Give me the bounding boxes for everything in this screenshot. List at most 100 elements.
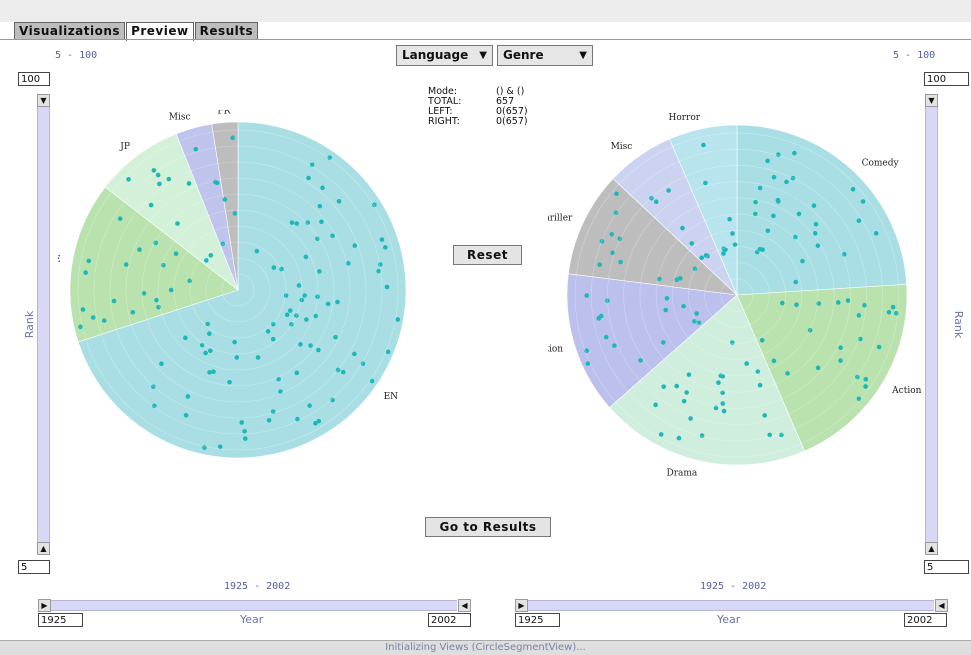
left-year-from-field[interactable]: 1925 <box>38 613 83 627</box>
left-year-right-arrow-icon[interactable]: ▶ <box>38 599 51 612</box>
genre-point <box>785 371 790 376</box>
right-rank-min-field[interactable]: 5 <box>924 560 969 574</box>
genre-point <box>666 188 671 193</box>
genre-segment-science-fiction[interactable] <box>566 273 738 408</box>
language-point <box>86 258 92 264</box>
language-point <box>137 247 142 253</box>
language-point <box>199 342 205 348</box>
reset-button[interactable]: Reset <box>453 245 522 265</box>
language-segment-de[interactable] <box>69 186 239 343</box>
genre-point <box>684 390 689 395</box>
genre-point <box>850 186 856 192</box>
genre-point <box>680 225 685 231</box>
genre-point <box>653 199 659 205</box>
language-point <box>315 294 320 300</box>
genre-segment-thriller[interactable] <box>568 178 738 296</box>
genre-point <box>732 242 738 248</box>
right-dimension-select[interactable]: Genre ▼ <box>497 45 593 66</box>
genre-point <box>757 185 763 191</box>
language-point <box>335 299 340 305</box>
genre-point <box>744 361 749 366</box>
language-point <box>80 307 86 312</box>
left-count-value: 0(657) <box>496 106 528 117</box>
language-point <box>242 429 247 434</box>
genre-segment-action[interactable] <box>736 284 908 452</box>
language-point <box>345 261 351 266</box>
genre-segment-drama[interactable] <box>609 294 805 466</box>
genre-point <box>873 231 879 236</box>
language-point <box>207 331 212 337</box>
tab-results[interactable]: Results <box>194 22 259 40</box>
genre-point <box>816 301 822 306</box>
genre-point <box>613 210 619 216</box>
left-year-range: 1925 - 2002 <box>224 581 291 592</box>
genre-label-comedy: Comedy <box>862 158 900 168</box>
left-year-left-arrow-icon[interactable]: ◀ <box>458 599 471 612</box>
right-year-from-field[interactable]: 1925 <box>515 613 560 627</box>
genre-point <box>784 179 789 185</box>
genre-point <box>835 300 841 305</box>
tab-visualizations[interactable]: Visualizations <box>14 22 126 40</box>
language-point <box>151 168 157 173</box>
chevron-down-icon: ▼ <box>579 50 587 61</box>
right-count-value: 0(657) <box>496 116 528 127</box>
language-point <box>298 342 303 347</box>
go-to-results-button[interactable]: Go to Results <box>425 517 551 537</box>
genre-point <box>793 279 798 285</box>
genre-point <box>856 218 862 224</box>
genre-point <box>609 231 615 237</box>
language-segment-fr[interactable] <box>211 121 239 291</box>
left-rank-slider-track[interactable] <box>37 107 50 542</box>
genre-segment-horror[interactable] <box>669 124 738 296</box>
left-rank-up-arrow-icon[interactable]: ▲ <box>37 542 50 555</box>
language-point <box>295 416 300 422</box>
right-year-to-field[interactable]: 2002 <box>904 613 947 627</box>
language-point <box>193 146 199 152</box>
genre-point <box>812 231 818 236</box>
genre-point <box>721 246 727 252</box>
genre-circle-segment-chart[interactable]: Comedy Action Drama Science Fiction Thriller… <box>548 110 928 480</box>
genre-label-thriller: Thriller <box>548 214 573 224</box>
genre-segment-comedy[interactable] <box>736 124 907 296</box>
language-point <box>336 199 342 204</box>
left-dimension-select[interactable]: Language ▼ <box>396 45 493 66</box>
right-year-right-arrow-icon[interactable]: ▶ <box>515 599 528 612</box>
language-point <box>395 317 401 322</box>
language-ring <box>125 177 351 403</box>
left-year-to-field[interactable]: 2002 <box>428 613 471 627</box>
language-point <box>187 278 193 284</box>
left-rank-max-field[interactable]: 100 <box>18 72 50 86</box>
left-year-slider-track[interactable] <box>51 600 457 611</box>
language-point <box>369 378 375 384</box>
right-year-left-arrow-icon[interactable]: ◀ <box>935 599 948 612</box>
language-segment-jp[interactable] <box>104 133 239 291</box>
right-year-slider-track[interactable] <box>528 600 934 611</box>
language-point <box>270 409 276 414</box>
tab-preview[interactable]: Preview <box>126 22 194 41</box>
genre-label-horror: Horror <box>668 113 700 123</box>
right-rank-up-arrow-icon[interactable]: ▲ <box>925 542 938 555</box>
right-rank-down-arrow-icon[interactable]: ▼ <box>925 94 938 107</box>
right-rank-axis-label: Rank <box>952 310 966 339</box>
language-segment-en[interactable] <box>77 121 407 459</box>
language-point <box>317 203 323 209</box>
genre-point <box>705 253 710 259</box>
genre-point <box>779 432 784 438</box>
left-rank-down-arrow-icon[interactable]: ▼ <box>37 94 50 107</box>
language-point <box>204 258 209 263</box>
language-point <box>315 236 320 242</box>
language-point <box>313 313 318 319</box>
language-point <box>303 254 309 260</box>
right-rank-slider-track[interactable] <box>925 107 938 542</box>
language-point <box>294 221 299 226</box>
language-point <box>330 397 335 403</box>
genre-point <box>730 340 735 345</box>
language-circle-segment-chart[interactable]: EN DE JP Misc FR <box>58 110 418 470</box>
genre-point <box>765 228 771 234</box>
genre-point <box>800 258 805 264</box>
language-point <box>227 379 232 385</box>
language-point <box>384 284 390 290</box>
language-point <box>126 176 131 182</box>
right-rank-max-field[interactable]: 100 <box>924 72 969 86</box>
left-rank-min-field[interactable]: 5 <box>18 560 50 574</box>
